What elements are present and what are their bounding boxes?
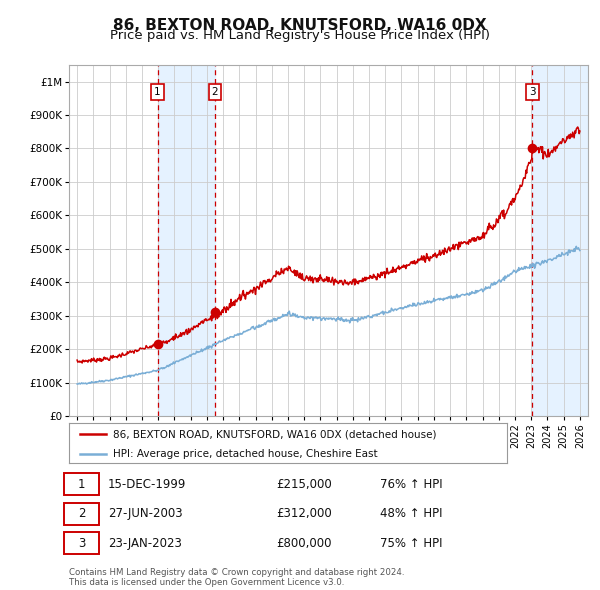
Text: 48% ↑ HPI: 48% ↑ HPI	[380, 507, 443, 520]
Text: 2: 2	[78, 507, 85, 520]
Text: 76% ↑ HPI: 76% ↑ HPI	[380, 478, 443, 491]
Text: Price paid vs. HM Land Registry's House Price Index (HPI): Price paid vs. HM Land Registry's House …	[110, 30, 490, 42]
Text: 86, BEXTON ROAD, KNUTSFORD, WA16 0DX (detached house): 86, BEXTON ROAD, KNUTSFORD, WA16 0DX (de…	[113, 430, 436, 440]
Text: 15-DEC-1999: 15-DEC-1999	[108, 478, 187, 491]
Text: 1: 1	[78, 478, 85, 491]
FancyBboxPatch shape	[64, 474, 99, 495]
Text: £312,000: £312,000	[277, 507, 332, 520]
Text: 3: 3	[78, 537, 85, 550]
Text: £800,000: £800,000	[277, 537, 332, 550]
Text: 86, BEXTON ROAD, KNUTSFORD, WA16 0DX: 86, BEXTON ROAD, KNUTSFORD, WA16 0DX	[113, 18, 487, 32]
Text: 27-JUN-2003: 27-JUN-2003	[108, 507, 182, 520]
FancyBboxPatch shape	[64, 503, 99, 525]
Bar	[158, 65, 215, 416]
Text: 3: 3	[529, 87, 536, 97]
Text: £215,000: £215,000	[277, 478, 332, 491]
Text: 75% ↑ HPI: 75% ↑ HPI	[380, 537, 443, 550]
FancyBboxPatch shape	[64, 533, 99, 554]
Text: 2: 2	[211, 87, 218, 97]
Bar	[532, 65, 588, 416]
Text: 1: 1	[154, 87, 161, 97]
Text: HPI: Average price, detached house, Cheshire East: HPI: Average price, detached house, Ches…	[113, 448, 377, 458]
Text: Contains HM Land Registry data © Crown copyright and database right 2024.
This d: Contains HM Land Registry data © Crown c…	[69, 568, 404, 587]
Text: 23-JAN-2023: 23-JAN-2023	[108, 537, 182, 550]
